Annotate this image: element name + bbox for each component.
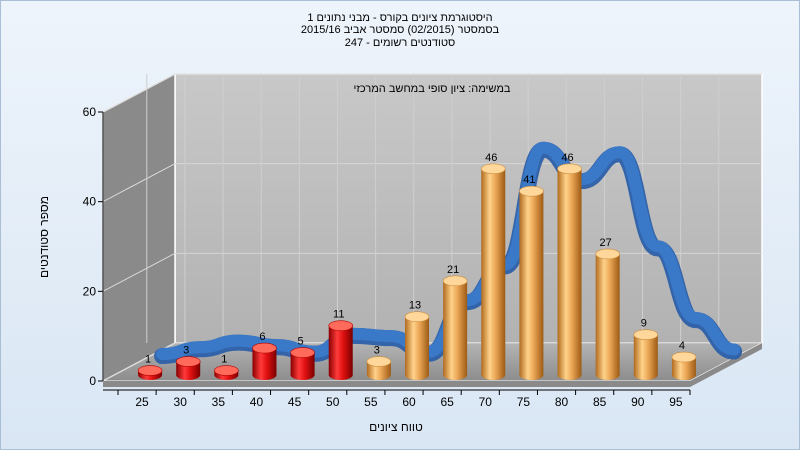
bar-body [633, 334, 658, 380]
data-label-35: 1 [221, 354, 227, 366]
bar-body [481, 168, 506, 380]
y-tick-label: 0 [89, 374, 96, 388]
bar-25 [137, 365, 163, 380]
bar-top [404, 311, 430, 323]
data-label-95: 4 [679, 340, 685, 352]
x-tick-label: 95 [669, 395, 683, 409]
data-label-40: 6 [259, 331, 265, 343]
chart-title-line-3: סטודנטים רשומים - 247 [344, 37, 456, 49]
bar-95 [671, 351, 697, 380]
bar-top [175, 356, 201, 367]
data-label-65: 21 [447, 264, 459, 276]
bar-50 [328, 320, 354, 380]
floor-edge [103, 343, 762, 387]
data-label-90: 9 [641, 318, 647, 330]
bar-body [252, 348, 277, 380]
bar-90 [633, 329, 659, 380]
bar-45 [290, 347, 315, 380]
x-tick-label: 35 [212, 395, 226, 409]
side-wall [102, 72, 176, 383]
bar-top [480, 163, 506, 175]
chart-subtitle: במשימה: ציון סופי במחשב המרכזי [354, 83, 511, 95]
data-label-80: 46 [561, 152, 573, 164]
bar-body [443, 280, 468, 380]
y-tick-label: 40 [83, 195, 97, 209]
bar-55 [366, 356, 392, 380]
bar-30 [175, 356, 201, 380]
data-label-30: 3 [183, 345, 189, 357]
bar-70 [480, 163, 506, 380]
bar-75 [519, 185, 544, 380]
bar-body [405, 316, 429, 380]
bar-body [557, 168, 582, 380]
bar-body [595, 253, 620, 380]
bar-top [328, 320, 354, 331]
y-tick-label: 60 [83, 105, 97, 119]
x-tick-label: 55 [364, 395, 378, 409]
bar-80 [557, 163, 582, 380]
bar-60 [404, 311, 430, 380]
x-tick-label: 80 [555, 395, 569, 409]
x-tick-label: 85 [593, 395, 607, 409]
y-tick-label: 20 [83, 284, 97, 298]
bar-body [671, 357, 696, 380]
bar-40 [252, 342, 277, 380]
chart-title-line-1: היסטוגרמת ציונים בקורס - מבני נתונים 1 [307, 12, 493, 24]
x-tick-label: 25 [135, 395, 149, 409]
bar-top [671, 351, 697, 363]
data-label-85: 27 [600, 237, 612, 249]
bar-65 [442, 275, 468, 380]
data-label-60: 13 [409, 300, 421, 312]
bar-top [290, 347, 315, 358]
x-tick-label: 50 [326, 395, 340, 409]
bar-top [366, 356, 392, 367]
gridline-side [102, 163, 176, 203]
bar-top [519, 185, 544, 197]
bar-top [137, 365, 163, 376]
bar-top [595, 248, 620, 260]
gridline-side [102, 73, 176, 113]
x-tick-label: 70 [479, 395, 493, 409]
bar-top [214, 365, 239, 376]
x-axis-label: טווח ציונים [369, 420, 423, 434]
chart-title-line-2: בסמסטר (02/2015) סמסטר אביב 2015/16 [300, 24, 500, 36]
x-tick-label: 90 [631, 395, 645, 409]
x-tick-label: 65 [440, 395, 454, 409]
x-tick-label: 60 [402, 395, 416, 409]
bar-top [633, 329, 659, 340]
data-label-70: 46 [485, 152, 497, 164]
x-tick-label: 30 [174, 395, 188, 409]
bar-35 [214, 365, 239, 380]
bar-top [557, 163, 582, 175]
data-label-45: 5 [298, 336, 304, 348]
x-tick-label: 45 [288, 395, 302, 409]
gridline-side [102, 252, 176, 292]
data-label-75: 41 [523, 174, 535, 186]
bar-top [252, 342, 277, 354]
data-label-25: 1 [145, 354, 151, 366]
bar-body [290, 352, 315, 380]
bar-top [442, 275, 468, 287]
x-tick-label: 40 [250, 395, 264, 409]
bar-body [519, 191, 544, 380]
x-tick-label: 75 [517, 395, 531, 409]
bar-body [328, 325, 353, 380]
data-label-50: 11 [333, 309, 344, 321]
data-label-55: 3 [374, 345, 380, 357]
bar-85 [595, 248, 620, 380]
